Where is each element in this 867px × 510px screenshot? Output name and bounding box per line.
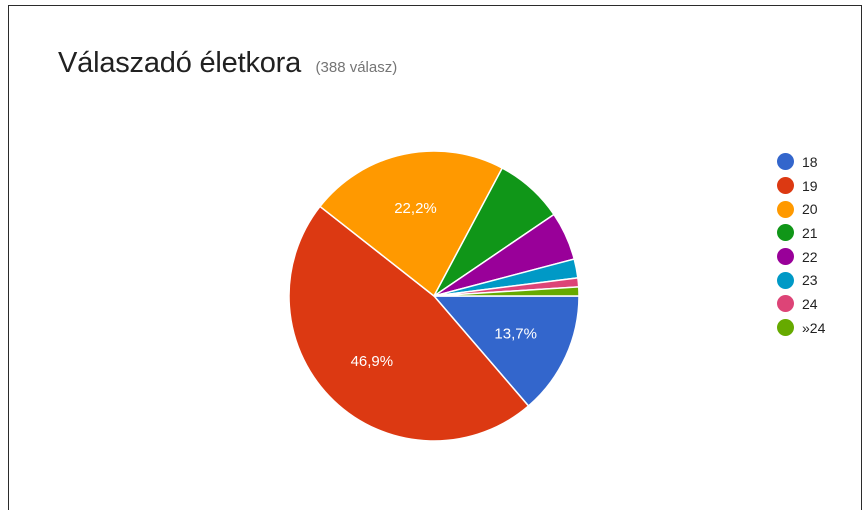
legend-swatch bbox=[777, 153, 794, 171]
chart-legend: 18 19 20 21 22 23 24 »24 bbox=[777, 150, 847, 340]
slice-percent-label: 22,2% bbox=[394, 200, 437, 217]
legend-swatch bbox=[777, 319, 794, 337]
pie-slice-20[interactable] bbox=[318, 150, 504, 298]
legend-label: 20 bbox=[802, 201, 818, 218]
pie-slice-18[interactable] bbox=[432, 295, 580, 408]
legend-item[interactable]: 19 bbox=[777, 174, 847, 198]
legend-swatch bbox=[777, 248, 794, 266]
legend-label: »24 bbox=[802, 319, 826, 336]
legend-label: 24 bbox=[802, 295, 818, 312]
slice-percent-label: 13,7% bbox=[494, 326, 537, 343]
legend-swatch bbox=[777, 200, 794, 218]
legend-item[interactable]: 24 bbox=[777, 292, 847, 316]
legend-item[interactable]: 21 bbox=[777, 221, 847, 245]
legend-label: 21 bbox=[802, 224, 818, 241]
legend-item[interactable]: 18 bbox=[777, 150, 847, 174]
legend-label: 23 bbox=[802, 272, 818, 289]
response-count: (388 válasz) bbox=[315, 59, 398, 76]
legend-item[interactable]: 22 bbox=[777, 245, 847, 269]
pie-slice-19[interactable] bbox=[288, 205, 530, 442]
legend-item[interactable]: 20 bbox=[777, 197, 847, 221]
legend-item[interactable]: 23 bbox=[777, 268, 847, 292]
legend-item[interactable]: »24 bbox=[777, 316, 847, 340]
legend-swatch bbox=[777, 224, 794, 242]
chart-header: Válaszadó életkora (388 válasz) bbox=[58, 47, 397, 80]
legend-swatch bbox=[777, 177, 794, 195]
slice-percent-label: 46,9% bbox=[351, 353, 394, 370]
legend-swatch bbox=[777, 295, 794, 313]
legend-swatch bbox=[777, 271, 794, 289]
chart-title: Válaszadó életkora bbox=[58, 47, 302, 79]
pie-slice-24[interactable] bbox=[433, 286, 580, 297]
legend-label: 19 bbox=[802, 177, 818, 194]
legend-label: 18 bbox=[802, 153, 818, 170]
legend-label: 22 bbox=[802, 248, 818, 265]
